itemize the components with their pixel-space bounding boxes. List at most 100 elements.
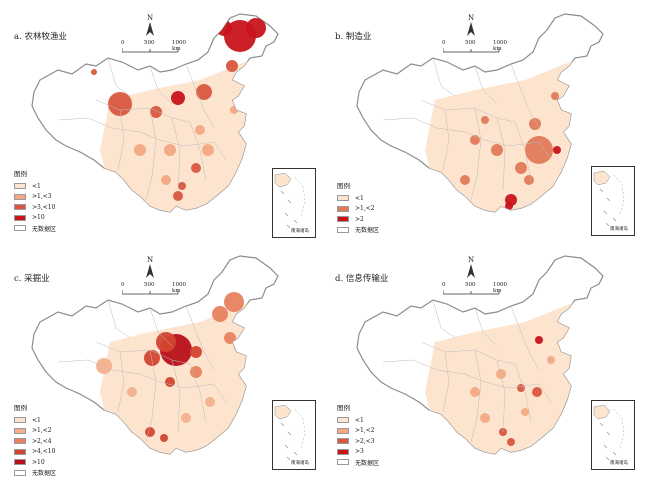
- province-boundary: [185, 63, 215, 129]
- map-panel-c: c. 采掘业 N 0 500 1000 km 图例 <1 >1,<2 >2,<4 >4,<10 >1…: [0, 242, 325, 484]
- legend-label: 无数据区: [355, 459, 380, 467]
- shaded-region: [173, 191, 183, 201]
- shaded-region: [524, 175, 534, 185]
- legend-item: 无数据区: [14, 468, 56, 479]
- shaded-region: [202, 144, 214, 156]
- legend-swatch: [14, 417, 26, 424]
- legend: 图例 <1 >1,<2 >2,<3 >3 无数据区: [337, 402, 379, 468]
- province-boundary: [432, 299, 456, 339]
- base-fill-region: [100, 302, 260, 454]
- scale-bar: 0 500 1000 km: [121, 282, 186, 305]
- shaded-region: [134, 144, 146, 156]
- shaded-region: [144, 350, 160, 366]
- legend-label: >2,<3: [355, 437, 375, 445]
- legend-swatch: [14, 469, 26, 476]
- map-panel-b: b. 制造业 N 0 500 1000 km 图例 <1 >1,<2 >2 无数据区 南海诸岛: [325, 0, 650, 242]
- legend-label: >1,<2: [355, 205, 375, 213]
- scale-label: 500: [465, 282, 476, 288]
- province-boundary: [510, 305, 540, 371]
- shaded-region: [532, 387, 542, 397]
- shaded-region: [150, 106, 162, 118]
- legend-swatch: [337, 427, 349, 434]
- north-arrow-icon: N: [463, 256, 479, 280]
- legend-label: <1: [355, 194, 364, 202]
- inset-label: 南海诸岛: [291, 461, 309, 466]
- north-arrow-icon: N: [463, 14, 479, 38]
- shaded-region: [212, 306, 228, 322]
- scale-label: 500: [144, 282, 155, 288]
- province-boundary: [496, 117, 506, 191]
- north-arrow-icon: N: [142, 256, 158, 280]
- legend-item: >1,<2: [337, 426, 379, 437]
- north-label: N: [467, 256, 475, 264]
- legend-item: >2,<4: [14, 436, 56, 447]
- legend: 图例 <1 >1,<3 >3,<10 >10 无数据区: [14, 168, 56, 234]
- legend-swatch: [14, 204, 26, 211]
- legend-label: 无数据区: [32, 225, 57, 233]
- shaded-region: [525, 136, 553, 164]
- legend-label: >10: [32, 214, 45, 222]
- shaded-region: [553, 146, 561, 154]
- legend-swatch: [14, 459, 26, 466]
- province-boundary: [107, 57, 131, 97]
- legend-swatch: [337, 216, 349, 223]
- province-boundary: [117, 351, 125, 413]
- north-label: N: [146, 256, 154, 264]
- south-china-sea-inset: 南海诸岛: [591, 166, 635, 236]
- scale-bar: 0 500 1000 km: [442, 282, 507, 305]
- south-china-sea-inset: 南海诸岛: [591, 400, 635, 470]
- legend-swatch: [14, 193, 26, 200]
- inset-label: 南海诸岛: [610, 461, 628, 466]
- scale-label: 500: [144, 40, 155, 46]
- shaded-region: [481, 116, 489, 124]
- shaded-region: [224, 332, 236, 344]
- legend-item: >3: [337, 447, 379, 458]
- province-boundary: [189, 363, 207, 423]
- shaded-region: [491, 144, 503, 156]
- legend-item: >10: [14, 213, 56, 224]
- province-boundary: [432, 57, 456, 97]
- shaded-region: [181, 413, 191, 423]
- shaded-region: [480, 413, 490, 423]
- legend-swatch: [14, 427, 26, 434]
- shaded-region: [196, 84, 212, 100]
- legend: 图例 <1 >1,<2 >2,<4 >4,<10 >10 无数据区: [14, 402, 56, 478]
- china-map: [356, 255, 604, 455]
- legend-item: 无数据区: [14, 223, 56, 234]
- shaded-region: [127, 387, 137, 397]
- base-fill-region: [425, 302, 585, 454]
- shaded-region: [145, 427, 155, 437]
- legend-label: >2,<4: [32, 437, 52, 445]
- scale-label: 1000 km: [493, 282, 507, 294]
- province-boundary: [496, 359, 506, 433]
- shaded-region: [496, 369, 506, 379]
- scale-label: 0: [121, 40, 125, 46]
- province-boundary: [149, 307, 173, 347]
- province-boundary: [171, 359, 181, 433]
- legend-item: >3,<10: [14, 202, 56, 213]
- map-panel-a: a. 农林牧渔业 N 0 500 1000 km 图例 <1 >1,<3 >3,<10 >10 无数…: [0, 0, 325, 242]
- legend-label: >1,<2: [355, 427, 375, 435]
- legend-label: <1: [32, 416, 41, 424]
- shaded-region: [470, 135, 480, 145]
- shaded-region: [161, 175, 171, 185]
- province-boundary: [514, 121, 532, 181]
- shaded-region: [205, 397, 215, 407]
- china-map: [31, 13, 279, 213]
- shaded-region: [224, 292, 244, 312]
- shaded-region: [190, 366, 202, 378]
- north-arrow-icon: N: [142, 14, 158, 38]
- legend-swatch: [14, 183, 26, 190]
- inset-label: 南海诸岛: [610, 227, 628, 232]
- province-boundary: [57, 359, 215, 389]
- province-boundary: [189, 121, 207, 181]
- shaded-region: [160, 434, 168, 442]
- scale-label: 1000 km: [172, 282, 186, 294]
- legend-label: <1: [355, 416, 364, 424]
- province-boundary: [382, 359, 540, 389]
- shaded-region: [547, 356, 555, 364]
- map-panel-d: d. 信息传输业 N 0 500 1000 km 图例 <1 >1,<2 >2,<3 >3 无数据区…: [325, 242, 650, 484]
- province-boundary: [57, 117, 215, 147]
- legend-item: >4,<10: [14, 447, 56, 458]
- province-boundary: [538, 383, 552, 403]
